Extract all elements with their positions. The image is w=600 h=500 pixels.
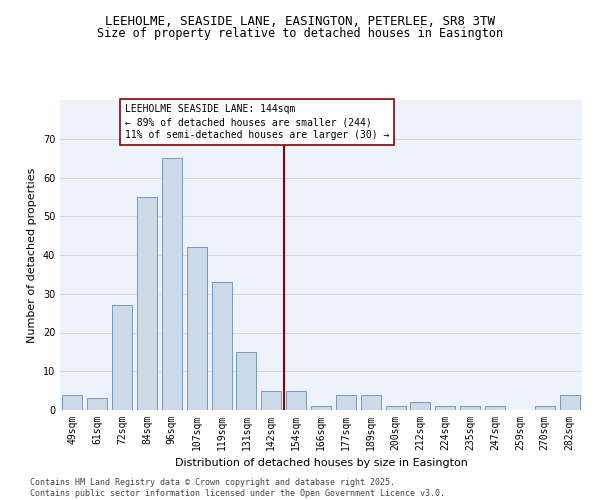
Bar: [137, 197, 157, 410]
Bar: [62, 394, 82, 410]
Text: Contains HM Land Registry data © Crown copyright and database right 2025.
Contai: Contains HM Land Registry data © Crown c…: [30, 478, 445, 498]
Text: LEEHOLME, SEASIDE LANE, EASINGTON, PETERLEE, SR8 3TW: LEEHOLME, SEASIDE LANE, EASINGTON, PETER…: [105, 15, 495, 28]
Bar: [262, 390, 281, 410]
Bar: [311, 406, 331, 410]
Text: LEEHOLME SEASIDE LANE: 144sqm
← 89% of detached houses are smaller (244)
11% of : LEEHOLME SEASIDE LANE: 144sqm ← 89% of d…: [125, 104, 389, 141]
Bar: [485, 406, 505, 410]
Bar: [88, 398, 107, 410]
Bar: [535, 406, 554, 410]
Bar: [286, 390, 306, 410]
Bar: [361, 394, 380, 410]
Bar: [436, 406, 455, 410]
Bar: [386, 406, 406, 410]
Bar: [236, 352, 256, 410]
Text: Size of property relative to detached houses in Easington: Size of property relative to detached ho…: [97, 28, 503, 40]
Bar: [410, 402, 430, 410]
Bar: [460, 406, 480, 410]
Bar: [336, 394, 356, 410]
Bar: [187, 247, 206, 410]
Bar: [112, 306, 132, 410]
Y-axis label: Number of detached properties: Number of detached properties: [27, 168, 37, 342]
Bar: [212, 282, 232, 410]
Bar: [162, 158, 182, 410]
Bar: [560, 394, 580, 410]
X-axis label: Distribution of detached houses by size in Easington: Distribution of detached houses by size …: [175, 458, 467, 468]
